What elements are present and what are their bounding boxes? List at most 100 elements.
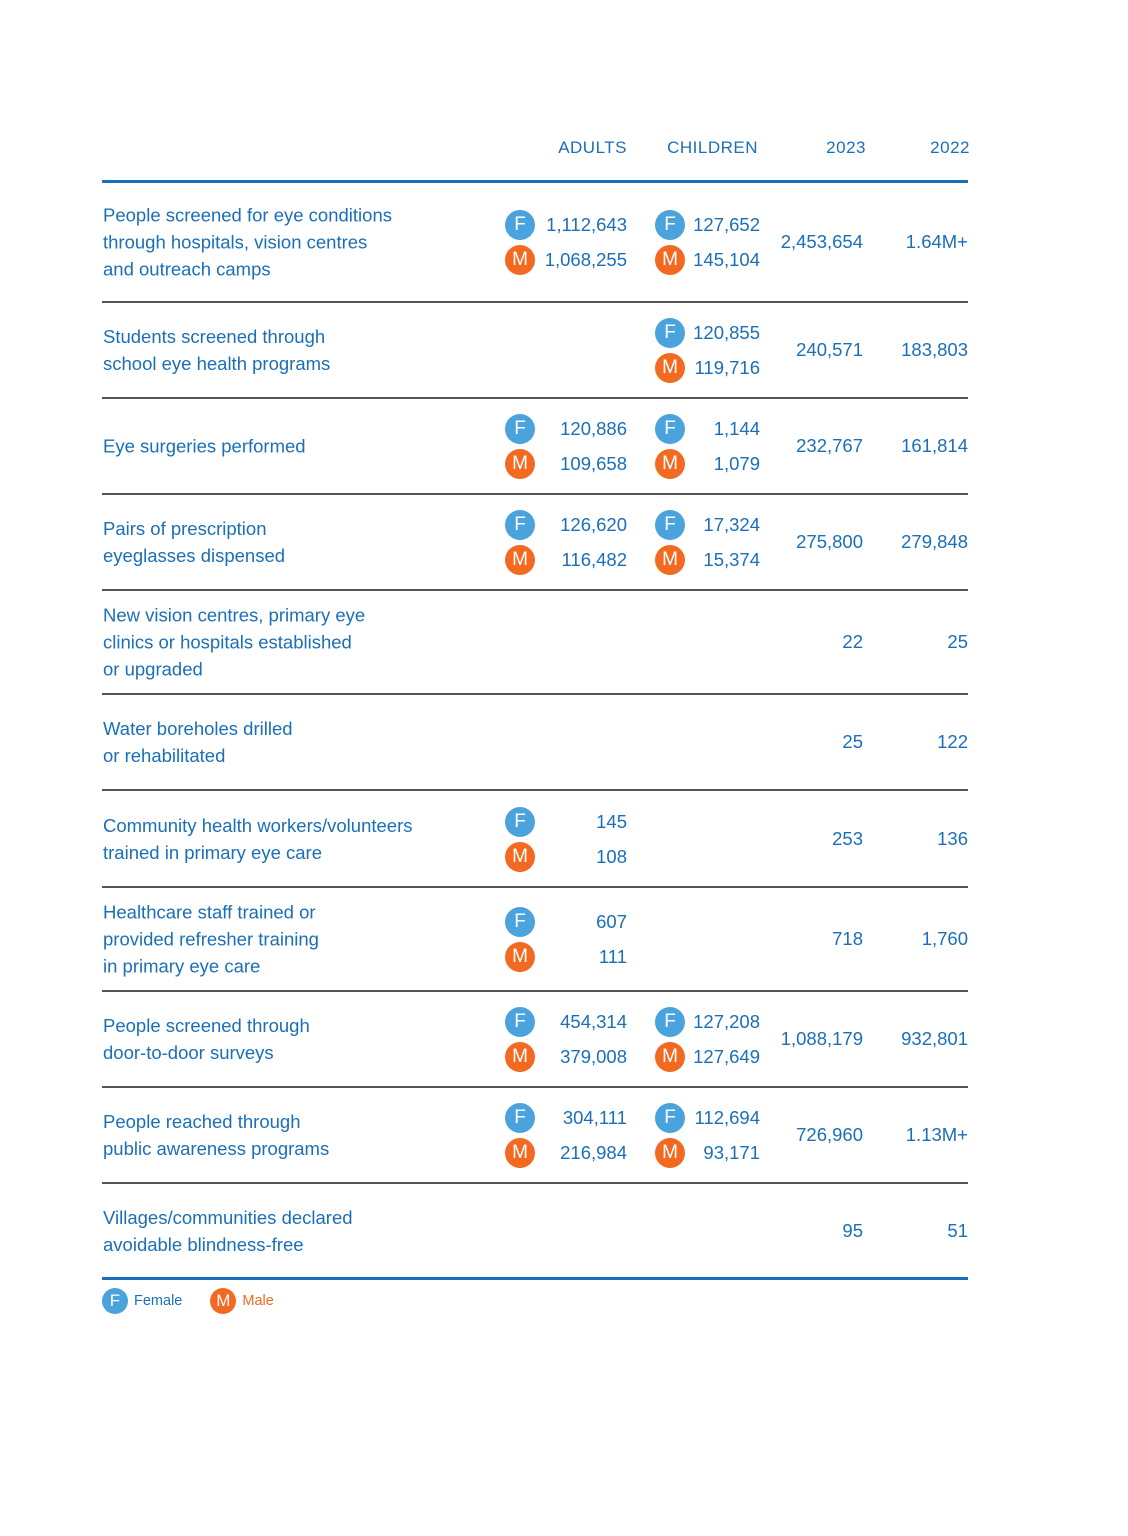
children-male-value: 1,079: [713, 453, 760, 474]
children-female-value: 1,144: [713, 418, 760, 439]
header-children: CHILDREN: [667, 138, 758, 157]
adults-female-value: 145: [596, 810, 627, 832]
row-label-line: Villages/communities declared: [103, 1206, 353, 1228]
value-2022: 932,801: [901, 1028, 968, 1049]
table-row: Villages/communities declared avoidable b…: [102, 1184, 968, 1277]
value-2022: 51: [947, 1219, 968, 1241]
row-label-line: trained in primary eye care: [103, 841, 323, 863]
header-2023: 2023: [826, 138, 866, 157]
row-label-line: school eye health programs: [103, 353, 331, 374]
value-2022: 161,814: [901, 435, 968, 456]
row-label-line: Eye surgeries performed: [103, 435, 306, 457]
row-divider: [102, 589, 968, 591]
value-2022: 136: [937, 827, 968, 849]
female-icon: F: [505, 414, 535, 444]
adults-female-value: 1,112,643: [546, 213, 627, 235]
adults-male-value: 109,658: [560, 453, 627, 474]
adults-female-value: 454,314: [560, 1011, 627, 1032]
male-icon: M: [655, 1138, 685, 1168]
row-label: Villages/communities declared avoidable b…: [103, 1204, 463, 1258]
value-2023: 726,960: [796, 1124, 863, 1145]
table-row: New vision centres, primary eye clinics o…: [102, 591, 968, 693]
children-male-value: 93,171: [703, 1142, 760, 1163]
male-icon: M: [655, 449, 685, 479]
female-icon: F: [505, 1007, 535, 1037]
row-label: Students screened through school eye heal…: [103, 323, 463, 377]
value-2023: 232,767: [796, 435, 863, 456]
row-divider: [102, 693, 968, 695]
male-icon: M: [505, 942, 535, 972]
row-label: Pairs of prescription eyeglasses dispense…: [103, 515, 463, 569]
children-female-value: 120,855: [693, 322, 760, 343]
female-icon: F: [505, 806, 535, 837]
adults-female-value: 304,111: [562, 1107, 627, 1128]
male-icon: M: [505, 545, 535, 575]
row-label-line: People screened for eye conditions: [103, 204, 392, 225]
row-label-line: or rehabilitated: [103, 745, 226, 766]
value-2023: 718: [832, 928, 863, 949]
row-label: Community health workers/volunteers train…: [103, 812, 463, 866]
value-2023: 95: [842, 1219, 863, 1241]
table-row: Students screened through school eye heal…: [102, 303, 968, 397]
row-label-line: and outreach camps: [103, 258, 271, 279]
adults-male-value: 108: [596, 845, 627, 867]
female-icon: F: [655, 1103, 685, 1133]
table-row: Water boreholes drilled or rehabilitated 2…: [102, 695, 968, 789]
table-row: People screened through door-to-door surv…: [102, 992, 968, 1086]
male-icon: M: [655, 353, 685, 383]
male-icon: M: [505, 841, 535, 872]
adults-male-value: 1,068,255: [544, 248, 627, 270]
row-divider: [102, 1277, 968, 1280]
row-label-line: Pairs of prescription: [103, 518, 267, 539]
row-label-line: in primary eye care: [103, 955, 261, 977]
female-icon: F: [505, 907, 535, 937]
children-female-value: 127,652: [693, 213, 760, 235]
row-label: Water boreholes drilled or rehabilitated: [103, 715, 463, 769]
header-adults: ADULTS: [558, 138, 627, 157]
row-label-line: provided refresher training: [103, 928, 319, 950]
male-icon: M: [505, 449, 535, 479]
female-icon: F: [655, 414, 685, 444]
children-female-value: 112,694: [694, 1107, 761, 1128]
male-icon: M: [505, 1042, 535, 1072]
row-label-line: door-to-door surveys: [103, 1042, 274, 1063]
value-2022: 1,760: [921, 928, 968, 949]
row-divider: [102, 180, 968, 183]
row-label-line: Students screened through: [103, 326, 326, 347]
table-row: Healthcare staff trained or provided refr…: [102, 888, 968, 990]
table-row: Eye surgeries performed F 120,886 M 109,658 F…: [102, 399, 968, 493]
children-female-value: 127,208: [693, 1011, 760, 1032]
male-icon: M: [210, 1288, 237, 1314]
children-male-value: 119,716: [694, 357, 761, 378]
row-label: People reached through public awareness p…: [103, 1108, 463, 1162]
table-row: Community health workers/volunteers train…: [102, 791, 968, 886]
row-label-line: New vision centres, primary eye: [103, 604, 366, 626]
adults-male-value: 116,482: [561, 549, 628, 570]
row-label-line: or upgraded: [103, 658, 203, 680]
row-label: Eye surgeries performed: [103, 433, 463, 460]
legend-male-label: Male: [242, 1293, 274, 1309]
row-label-line: eyeglasses dispensed: [103, 545, 286, 566]
value-2022: 1.64M+: [905, 230, 968, 252]
row-label-line: Community health workers/volunteers: [103, 814, 413, 836]
value-2023: 2,453,654: [780, 230, 863, 252]
header-2022: 2022: [930, 138, 970, 157]
children-male-value: 127,649: [693, 1046, 760, 1067]
value-2023: 22: [842, 631, 863, 652]
children-male-value: 15,374: [703, 549, 760, 570]
adults-female-value: 126,620: [560, 514, 627, 535]
table-row: Pairs of prescription eyeglasses dispense…: [102, 495, 968, 589]
value-2022: 183,803: [901, 339, 968, 360]
row-label-line: public awareness programs: [103, 1138, 330, 1159]
row-label-line: clinics or hospitals established: [103, 631, 352, 653]
row-label: New vision centres, primary eye clinics o…: [103, 602, 463, 683]
row-label-line: Healthcare staff trained or: [103, 901, 316, 923]
value-2022: 279,848: [901, 531, 968, 552]
value-2023: 253: [832, 827, 863, 849]
children-male-value: 145,104: [693, 248, 760, 270]
female-icon: F: [505, 510, 535, 540]
row-label-line: People screened through: [103, 1015, 310, 1036]
row-divider: [102, 886, 968, 888]
value-2023: 1,088,179: [780, 1028, 863, 1049]
row-divider: [102, 301, 968, 303]
